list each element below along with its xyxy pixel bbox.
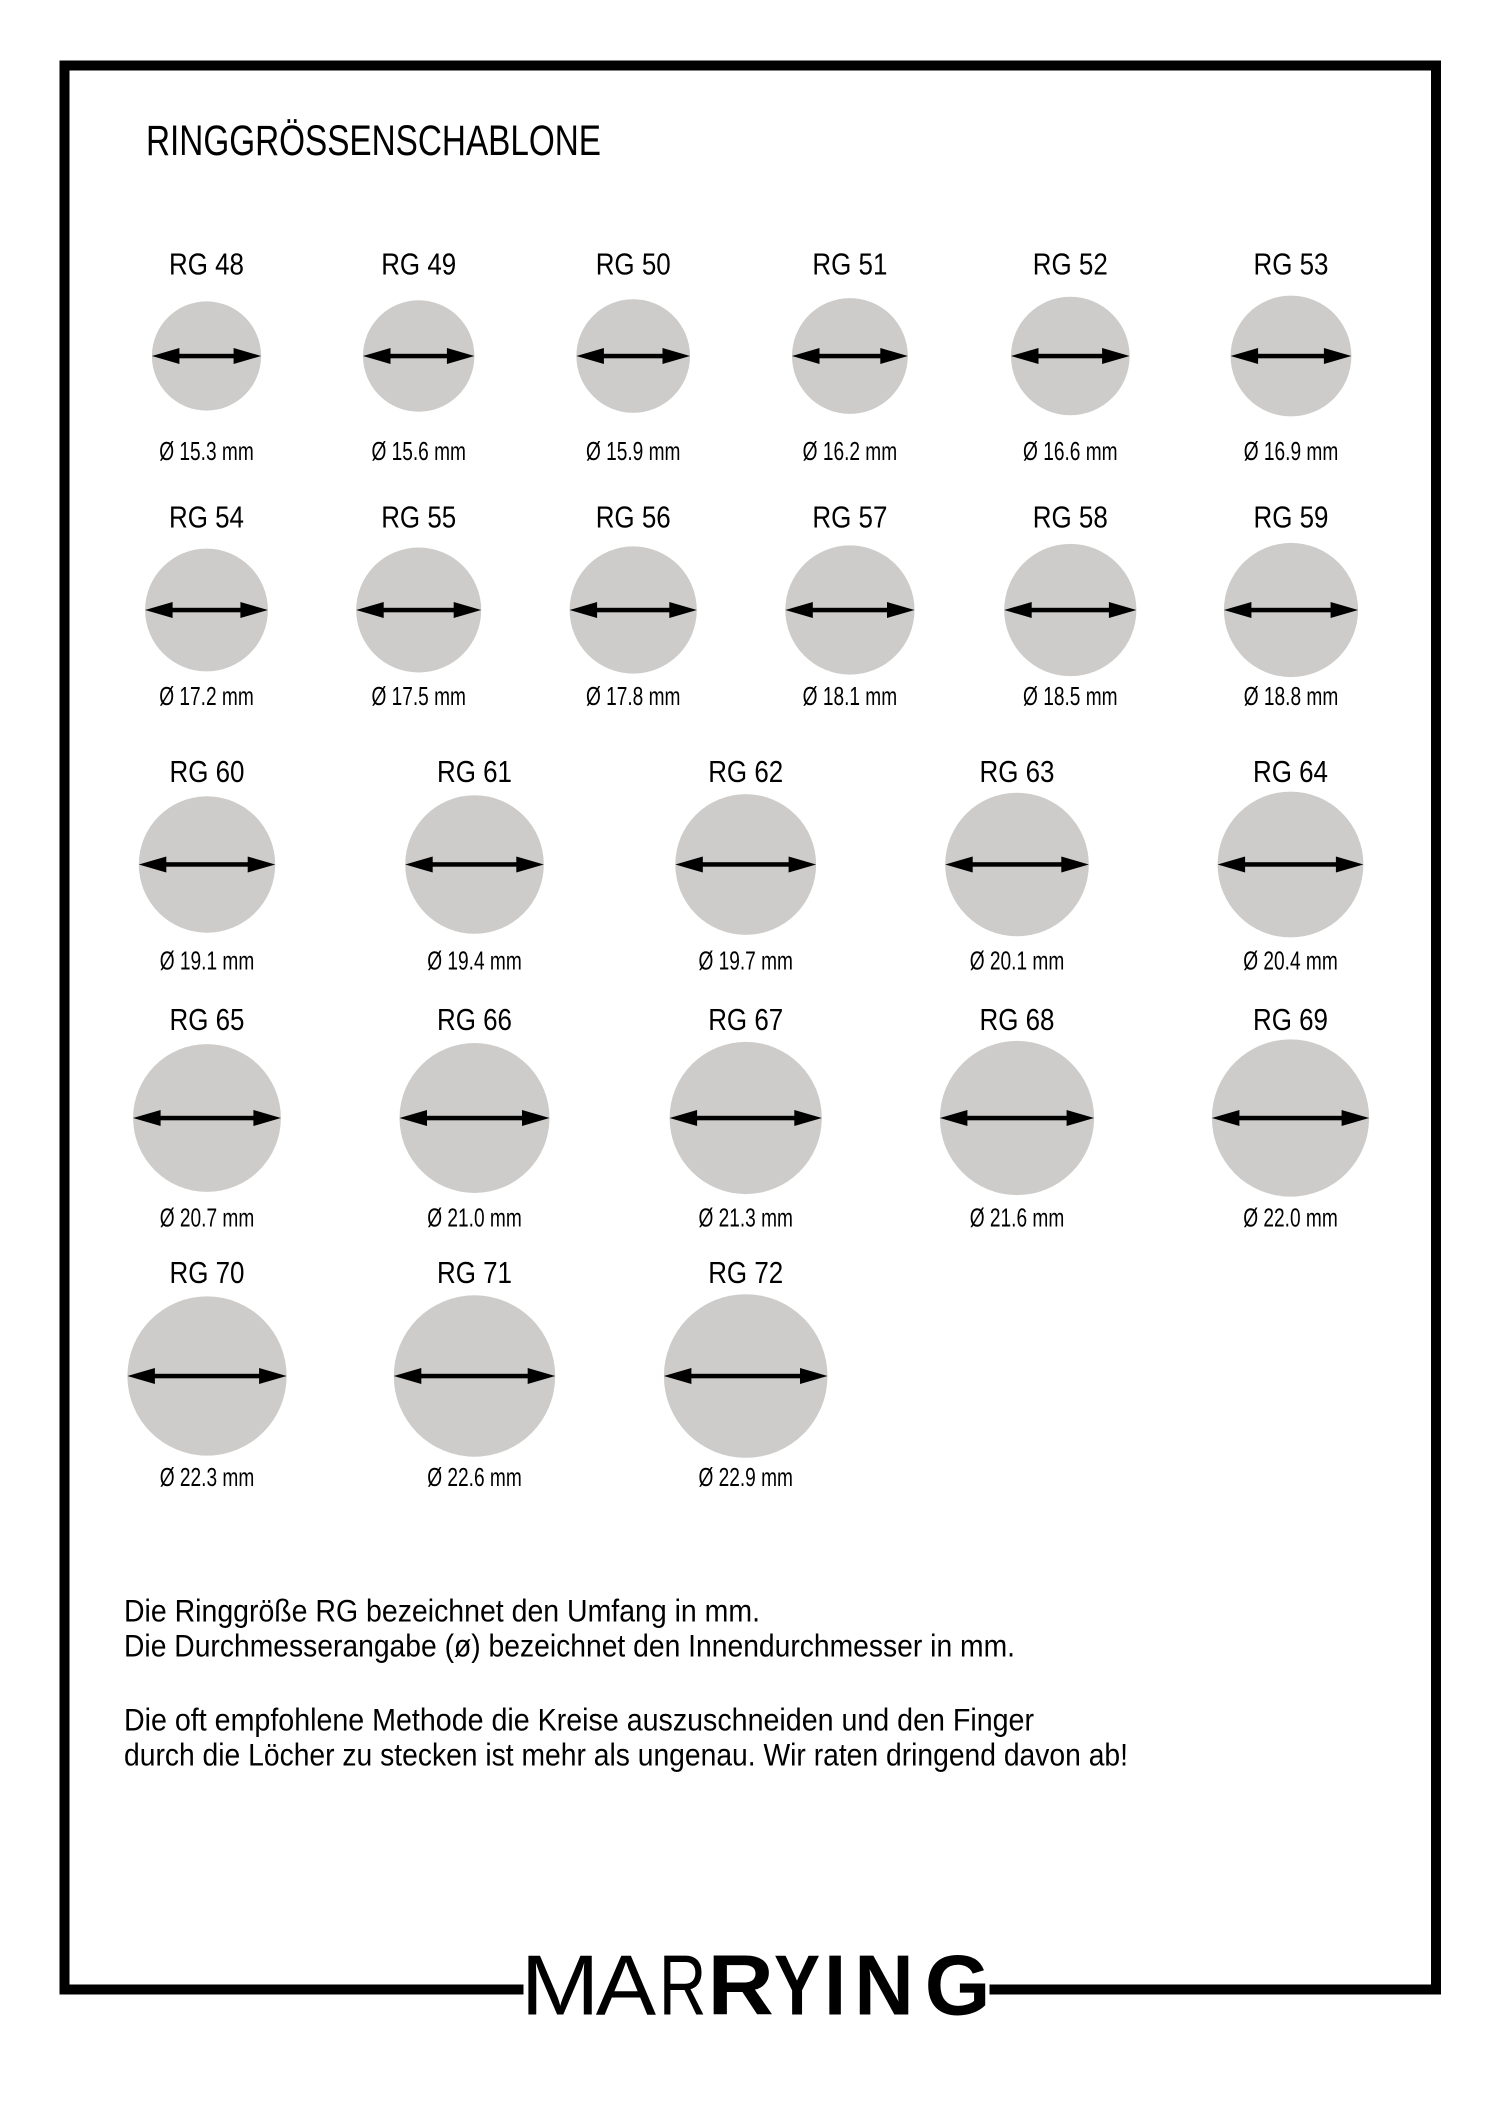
svg-text:RG 61: RG 61 (437, 754, 512, 789)
svg-text:Ø 20.4 mm: Ø 20.4 mm (1243, 946, 1338, 976)
svg-text:Ø 22.6 mm: Ø 22.6 mm (427, 1462, 522, 1492)
svg-text:RG 67: RG 67 (708, 1002, 783, 1037)
svg-text:RG 53: RG 53 (1254, 247, 1329, 282)
svg-text:Ø 21.3 mm: Ø 21.3 mm (698, 1203, 793, 1233)
svg-text:RG 69: RG 69 (1253, 1002, 1328, 1037)
svg-text:Y: Y (774, 1938, 820, 2033)
svg-text:RG 63: RG 63 (980, 754, 1055, 789)
svg-text:Die Durchmesserangabe (ø) beze: Die Durchmesserangabe (ø) bezeichnet den… (124, 1627, 1015, 1663)
svg-text:Ø 21.0 mm: Ø 21.0 mm (427, 1203, 522, 1233)
svg-text:M: M (521, 1938, 600, 2033)
svg-text:RG 52: RG 52 (1033, 247, 1108, 282)
svg-text:Ø 22.0 mm: Ø 22.0 mm (1243, 1203, 1338, 1233)
svg-text:RG 49: RG 49 (381, 247, 456, 282)
svg-text:Die Ringgröße RG bezeichnet de: Die Ringgröße RG bezeichnet den Umfang i… (124, 1592, 760, 1628)
svg-text:RG 57: RG 57 (812, 500, 887, 535)
svg-text:RG 51: RG 51 (812, 247, 887, 282)
svg-text:Ø 19.4 mm: Ø 19.4 mm (427, 946, 522, 976)
svg-text:Ø 16.2 mm: Ø 16.2 mm (803, 436, 898, 466)
svg-text:I: I (824, 1938, 846, 2033)
svg-text:RG 54: RG 54 (169, 500, 244, 535)
svg-text:Ø 15.6 mm: Ø 15.6 mm (371, 436, 466, 466)
svg-text:Ø 18.1 mm: Ø 18.1 mm (803, 681, 898, 711)
svg-text:RG 72: RG 72 (708, 1255, 783, 1290)
svg-text:RG 60: RG 60 (170, 754, 245, 789)
svg-text:RG 48: RG 48 (169, 247, 244, 282)
svg-text:Ø 20.7 mm: Ø 20.7 mm (160, 1203, 255, 1233)
svg-text:RG 62: RG 62 (708, 754, 783, 789)
svg-text:G: G (925, 1938, 991, 2033)
svg-text:Ø 15.3 mm: Ø 15.3 mm (159, 436, 254, 466)
svg-text:RG 65: RG 65 (170, 1002, 245, 1037)
svg-text:durch die Löcher zu stecken is: durch die Löcher zu stecken ist mehr als… (124, 1736, 1128, 1772)
svg-text:RG 68: RG 68 (980, 1002, 1055, 1037)
svg-text:RG 50: RG 50 (596, 247, 671, 282)
svg-text:Die oft empfohlene Methode die: Die oft empfohlene Methode die Kreise au… (124, 1701, 1034, 1737)
svg-text:RG 71: RG 71 (437, 1255, 512, 1290)
svg-text:Ø 16.6 mm: Ø 16.6 mm (1023, 436, 1118, 466)
svg-text:Ø 22.9 mm: Ø 22.9 mm (698, 1462, 793, 1492)
svg-text:Ø 15.9 mm: Ø 15.9 mm (586, 436, 681, 466)
svg-text:RG 58: RG 58 (1033, 500, 1108, 535)
svg-text:Ø 18.5 mm: Ø 18.5 mm (1023, 681, 1118, 711)
svg-text:Ø 16.9 mm: Ø 16.9 mm (1244, 436, 1339, 466)
svg-text:Ø 22.3 mm: Ø 22.3 mm (160, 1462, 255, 1492)
svg-text:R: R (659, 1938, 707, 2033)
svg-text:Ø 18.8 mm: Ø 18.8 mm (1244, 681, 1339, 711)
svg-text:RG 59: RG 59 (1254, 500, 1329, 535)
svg-text:RINGGRÖSSENSCHABLONE: RINGGRÖSSENSCHABLONE (146, 118, 601, 165)
svg-text:N: N (854, 1938, 914, 2033)
svg-text:Ø 19.7 mm: Ø 19.7 mm (698, 946, 793, 976)
svg-text:Ø 17.2 mm: Ø 17.2 mm (159, 681, 254, 711)
svg-text:A: A (596, 1938, 657, 2033)
svg-text:RG 56: RG 56 (596, 500, 671, 535)
svg-text:Ø 21.6 mm: Ø 21.6 mm (970, 1203, 1065, 1233)
svg-text:RG 66: RG 66 (437, 1002, 512, 1037)
svg-text:RG 64: RG 64 (1253, 754, 1328, 789)
svg-text:Ø 20.1 mm: Ø 20.1 mm (970, 946, 1065, 976)
svg-text:RG 55: RG 55 (381, 500, 456, 535)
svg-text:RG 70: RG 70 (170, 1255, 245, 1290)
svg-text:Ø 19.1 mm: Ø 19.1 mm (160, 946, 255, 976)
svg-text:R: R (708, 1938, 774, 2033)
svg-text:Ø 17.5 mm: Ø 17.5 mm (371, 681, 466, 711)
svg-text:Ø 17.8 mm: Ø 17.8 mm (586, 681, 681, 711)
